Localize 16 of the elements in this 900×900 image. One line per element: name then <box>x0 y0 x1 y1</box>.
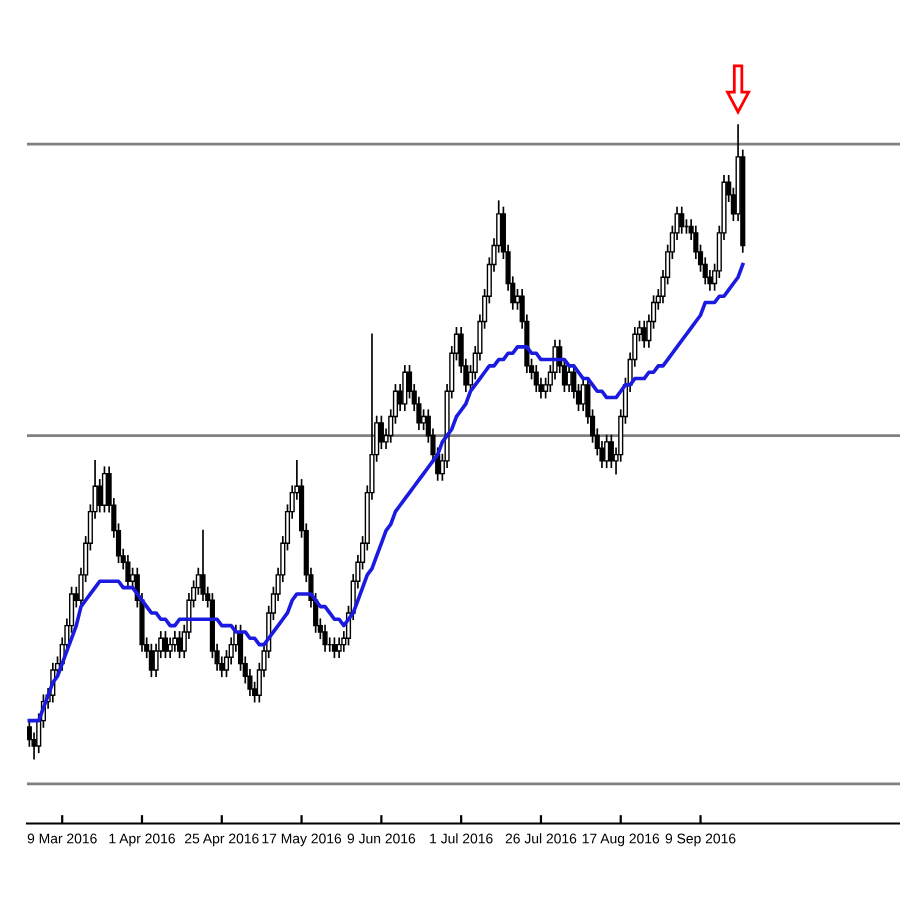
candlestick <box>167 637 173 659</box>
candlestick <box>608 434 614 469</box>
candlestick <box>336 637 342 659</box>
candlestick <box>604 434 610 469</box>
candlestick <box>125 555 131 589</box>
candlestick <box>402 365 408 412</box>
candlestick <box>148 643 154 678</box>
candlestick <box>533 365 539 393</box>
candlestick <box>322 624 328 652</box>
candlestick <box>176 631 183 659</box>
candlestick <box>172 631 178 652</box>
candlestick <box>162 631 169 659</box>
candlestick <box>679 206 685 234</box>
candlestick <box>101 466 108 513</box>
candlestick <box>200 529 206 602</box>
candlestick <box>331 637 337 659</box>
